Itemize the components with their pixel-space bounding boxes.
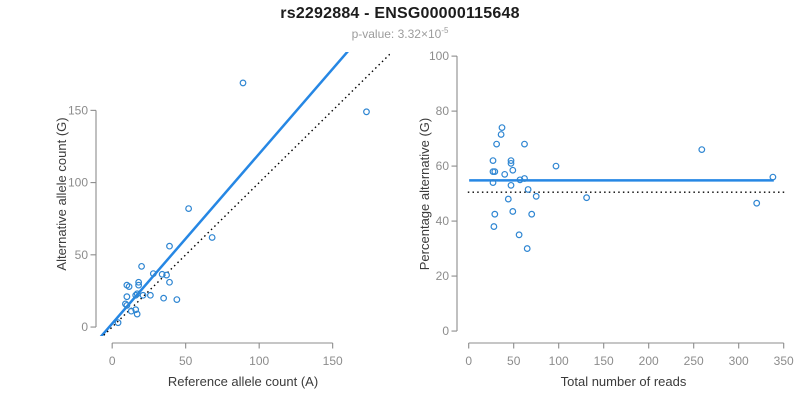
data-point [769, 173, 777, 181]
y-tick-label: 100 [429, 49, 449, 63]
y-tick-label: 0 [81, 320, 88, 334]
data-point [166, 242, 173, 250]
data-point [521, 175, 528, 182]
y-axis-title: Alternative allele count (G) [54, 117, 69, 270]
y-axis-title: Percentage alternative (G) [417, 118, 432, 270]
data-point [160, 294, 168, 302]
data-point [123, 301, 131, 309]
y-tick-label: 50 [75, 248, 89, 262]
figure-subtitle: p-value: 3.32×10-5 [0, 26, 800, 41]
data-point [489, 179, 497, 186]
data-point [523, 245, 531, 252]
data-point [173, 296, 181, 303]
plot-panel-right: 0 20 40 60 80 100 0 50 100 150 200 250 300 350 Total n… [417, 49, 794, 389]
data-point [515, 231, 523, 239]
data-point [114, 319, 122, 327]
data-point [521, 140, 528, 148]
x-tick-label: 350 [774, 354, 794, 368]
x-tick-label: 150 [594, 354, 614, 368]
data-point [498, 124, 506, 132]
plot-panel-left: 0 50 100 150 0 50 100 150 Reference allele count… [54, 52, 390, 389]
data-point [135, 281, 143, 289]
data-point [490, 223, 498, 230]
data-point [516, 176, 524, 184]
y-tick-label: 40 [436, 214, 450, 228]
data-point [489, 157, 497, 164]
data-point [132, 291, 140, 299]
x-tick-label: 200 [639, 354, 659, 368]
data-point [491, 210, 499, 218]
data-point [127, 307, 135, 315]
data-point [552, 162, 560, 170]
data-point [133, 310, 141, 318]
data-point [363, 108, 370, 116]
data-point [509, 166, 517, 174]
data-point [491, 168, 499, 175]
data-point [146, 291, 154, 299]
x-tick-label: 0 [109, 354, 116, 368]
data-point [123, 293, 131, 301]
data-point [507, 181, 515, 189]
data-point [239, 79, 247, 87]
x-tick-label: 250 [684, 354, 704, 368]
data-point [185, 205, 193, 212]
data-point [504, 195, 512, 203]
data-point [138, 262, 145, 270]
y-tick-label: 20 [436, 269, 450, 283]
y-tick-label: 60 [436, 159, 450, 173]
figure-title: rs2292884 - ENSG00000115648 [280, 5, 520, 22]
data-point [507, 159, 515, 167]
data-point [163, 271, 170, 279]
x-tick-label: 0 [465, 354, 472, 368]
data-point [528, 210, 536, 218]
x-tick-label: 100 [549, 354, 569, 368]
x-tick-label: 300 [729, 354, 749, 368]
data-point [166, 278, 173, 286]
data-point [509, 208, 517, 215]
data-point [753, 199, 761, 207]
data-point [139, 291, 147, 299]
data-point [497, 131, 505, 138]
identity-line [102, 53, 390, 336]
x-axis-title: Total number of reads [561, 374, 687, 389]
fit-line [99, 52, 349, 336]
y-tick-label: 100 [68, 176, 88, 190]
data-point [583, 194, 590, 202]
data-point [125, 283, 133, 290]
data-point [135, 278, 143, 286]
data-point [698, 146, 706, 153]
y-tick-label: 80 [436, 104, 450, 118]
data-point [133, 290, 141, 298]
data-point [524, 186, 532, 193]
data-point [149, 270, 157, 277]
pvalue-text: p-value: 3.32×10 [351, 27, 442, 41]
x-axis-title: Reference allele count (A) [168, 374, 318, 389]
data-point [507, 157, 515, 164]
data-point [208, 234, 216, 241]
data-point [132, 306, 140, 314]
x-tick-label: 100 [249, 354, 269, 368]
x-tick-label: 50 [507, 354, 521, 368]
data-point [158, 270, 166, 278]
y-tick-label: 0 [442, 324, 449, 338]
y-tick-label: 150 [68, 103, 88, 117]
x-tick-label: 150 [323, 354, 343, 368]
data-point [501, 170, 509, 178]
x-tick-label: 50 [179, 354, 193, 368]
data-point [532, 192, 540, 200]
data-point [493, 140, 501, 148]
pvalue-exponent: -5 [441, 26, 449, 35]
data-point [121, 300, 129, 308]
